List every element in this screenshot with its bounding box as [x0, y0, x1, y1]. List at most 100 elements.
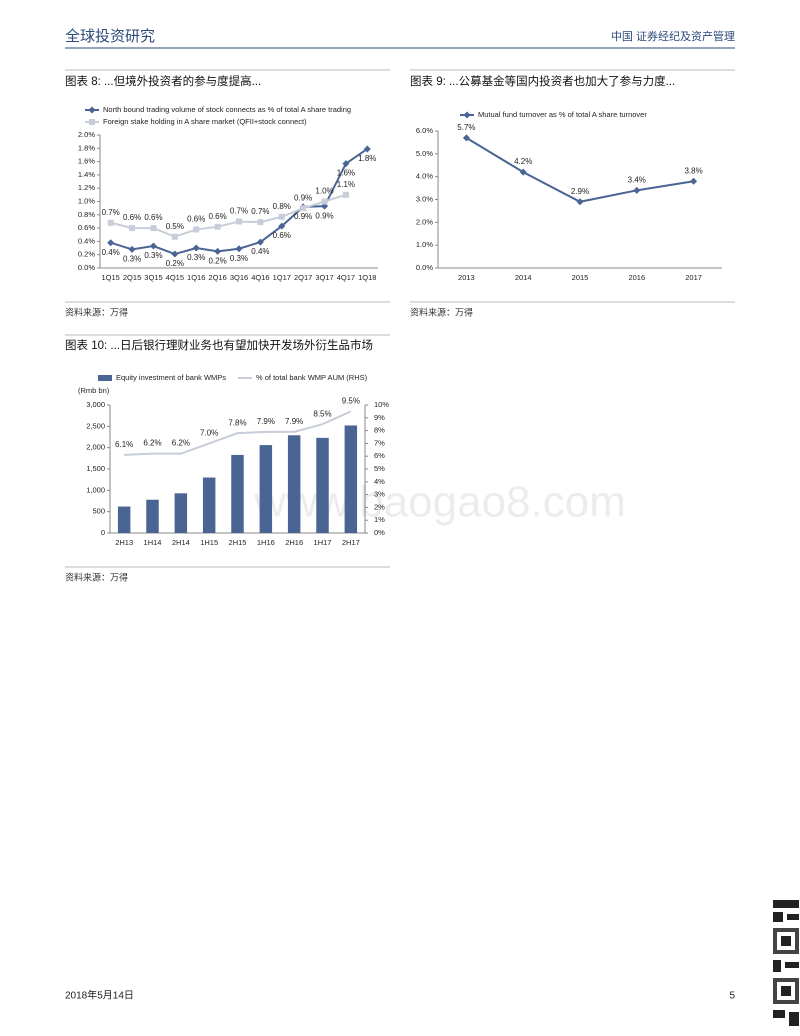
data-label: 0.3% [230, 254, 248, 263]
x-tick-label: 2H15 [229, 538, 247, 547]
y2-tick-label: 2% [374, 502, 385, 511]
header-left: 全球投资研究 [65, 27, 155, 45]
y2-tick-label: 1% [374, 515, 385, 524]
data-label: 1.0% [315, 187, 333, 196]
legend-label: Foreign stake holding in A share market … [103, 117, 307, 126]
bar [146, 499, 159, 533]
point-marker [278, 213, 285, 220]
data-label: 0.6% [123, 213, 141, 222]
y-tick-label: 3.0% [416, 194, 433, 203]
point-marker [235, 245, 243, 253]
x-tick-label: 2017 [685, 273, 702, 282]
chart-title: 图表 9: ...公募基金等国内投资者也加大了参与力度... [410, 74, 675, 88]
y-tick-label: 0.0% [78, 263, 95, 272]
y2-tick-label: 5% [374, 464, 385, 473]
point-marker [193, 226, 200, 233]
data-label: 0.5% [166, 222, 184, 231]
point-marker [576, 198, 584, 206]
data-label: 7.8% [228, 418, 246, 427]
source: 资料来源：万得 [410, 306, 473, 317]
point-marker [171, 250, 179, 258]
x-tick-label: 1H17 [314, 538, 332, 547]
y-tick-label: 1,500 [86, 464, 105, 473]
point-marker [690, 177, 698, 185]
x-tick-label: 2H16 [285, 538, 303, 547]
y-tick-label: 2.0% [416, 217, 433, 226]
data-label: 7.9% [257, 417, 275, 426]
x-tick-label: 1H15 [200, 538, 218, 547]
y-tick-label: 2,000 [86, 443, 105, 452]
y-tick-label: 2.0% [78, 130, 95, 139]
x-tick-label: 1H14 [144, 538, 162, 547]
x-tick-label: 3Q17 [315, 273, 333, 282]
x-tick-label: 2016 [628, 273, 645, 282]
data-label: 0.6% [187, 215, 205, 224]
bar [174, 493, 188, 533]
x-tick-label: 4Q17 [337, 273, 355, 282]
point-marker [128, 245, 136, 253]
y-tick-label: 4.0% [416, 172, 433, 181]
qr-code [772, 900, 800, 1036]
source: 资料来源：万得 [65, 306, 128, 317]
y-tick-label: 0.8% [78, 210, 95, 219]
data-label: 1.1% [337, 180, 355, 189]
x-tick-label: 2014 [515, 273, 532, 282]
bar [344, 425, 358, 533]
point-marker [278, 222, 286, 230]
data-label: 6.2% [172, 439, 190, 448]
legend-marker [89, 119, 95, 125]
data-label: 3.8% [684, 166, 702, 175]
point-marker [236, 218, 242, 225]
bar [202, 477, 216, 533]
y-tick-label: 0 [101, 528, 105, 537]
data-label: 7.0% [200, 429, 218, 438]
x-tick-label: 1H16 [257, 538, 275, 547]
y2-tick-label: 3% [374, 490, 385, 499]
y-tick-label: 0.0% [416, 263, 433, 272]
y-tick-label: 0.4% [78, 236, 95, 245]
data-label: 5.7% [457, 123, 475, 132]
series-line [110, 148, 368, 256]
data-label: 0.3% [123, 254, 141, 263]
x-tick-label: 2015 [572, 273, 589, 282]
point-marker [214, 247, 222, 255]
y2-tick-label: 7% [374, 438, 385, 447]
data-label: 9.5% [342, 397, 360, 406]
header-right: 中国 证券经纪及资产管理 [611, 29, 735, 43]
series-line [124, 410, 352, 456]
data-label: 2.9% [571, 187, 589, 196]
point-marker [107, 239, 115, 247]
point-marker [129, 225, 136, 232]
point-marker [256, 238, 264, 246]
point-marker [519, 168, 527, 176]
legend-label: Mutual fund turnover as % of total A sha… [478, 110, 647, 119]
y2-tick-label: 0% [374, 528, 385, 537]
point-marker [342, 191, 349, 198]
bar [316, 437, 329, 533]
x-tick-label: 2Q15 [123, 273, 141, 282]
series-line [110, 193, 347, 238]
source: 资料来源：万得 [65, 571, 128, 582]
legend-label: Equity investment of bank WMPs [116, 373, 226, 382]
y2-tick-label: 8% [374, 426, 385, 435]
legend-swatch [98, 375, 112, 381]
data-label: 6.1% [115, 440, 133, 449]
bar [259, 445, 273, 533]
y-tick-label: 1.4% [78, 170, 95, 179]
point-marker [633, 186, 641, 194]
y-tick-label: 1.6% [78, 157, 95, 166]
y-tick-label: 1.2% [78, 183, 95, 192]
x-tick-label: 4Q16 [251, 273, 269, 282]
data-label: 1.6% [337, 169, 355, 178]
data-label: 0.7% [251, 207, 269, 216]
data-label: 0.9% [315, 211, 333, 220]
y2-tick-label: 10% [374, 400, 389, 409]
point-marker [257, 219, 264, 226]
point-marker [107, 219, 114, 226]
data-label: 0.8% [273, 202, 291, 211]
data-label: 0.7% [230, 207, 248, 216]
bar [287, 435, 301, 533]
data-label: 0.3% [187, 253, 205, 262]
data-label: 4.2% [514, 157, 532, 166]
